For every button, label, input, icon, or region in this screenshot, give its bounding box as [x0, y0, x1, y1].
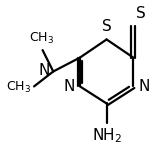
Text: CH$_3$: CH$_3$	[6, 80, 31, 95]
Text: NH$_2$: NH$_2$	[91, 126, 122, 145]
Text: N: N	[64, 79, 75, 94]
Text: N: N	[39, 63, 50, 78]
Text: CH$_3$: CH$_3$	[29, 31, 54, 46]
Text: S: S	[136, 6, 146, 21]
Text: S: S	[102, 19, 112, 34]
Text: N: N	[138, 79, 149, 94]
